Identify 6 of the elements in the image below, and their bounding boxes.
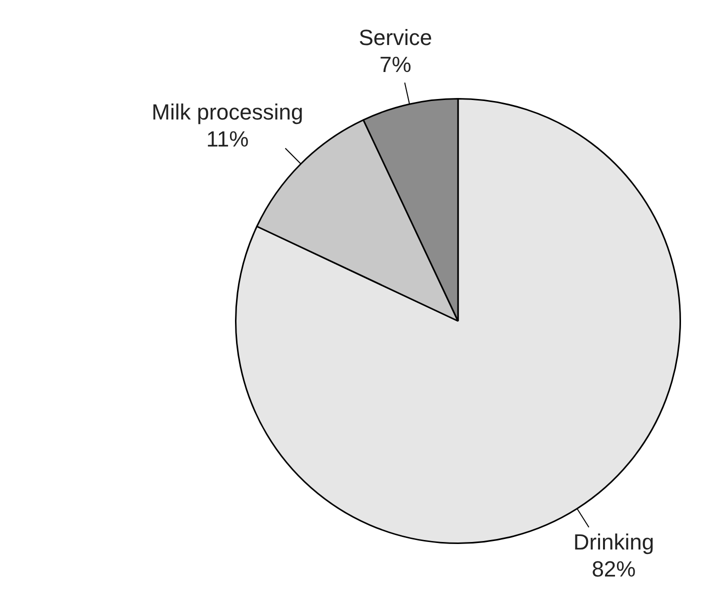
slice-label: Service — [358, 25, 432, 50]
data-label: 82% — [592, 556, 636, 582]
data-label: 7% — [380, 52, 412, 78]
data-label: 11% — [206, 126, 249, 152]
slice-label: Drinking — [573, 530, 654, 555]
slice-label: Milk processing — [152, 100, 304, 125]
